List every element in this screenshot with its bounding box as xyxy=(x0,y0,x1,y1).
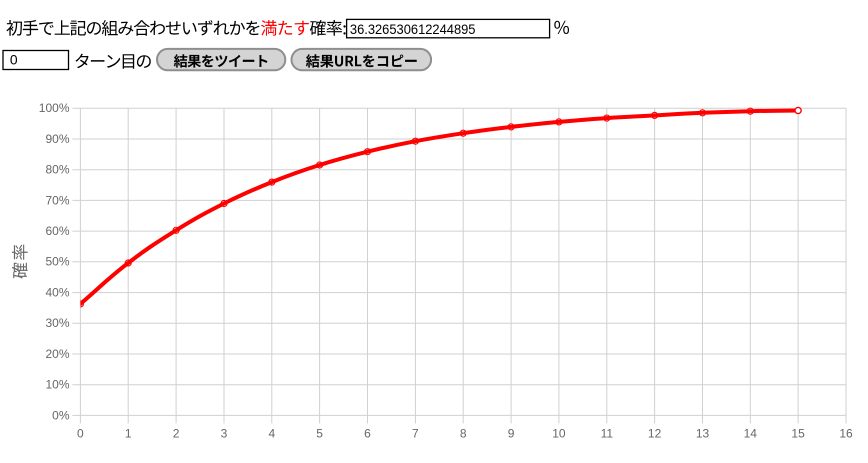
svg-text:50%: 50% xyxy=(45,255,69,269)
svg-text:2: 2 xyxy=(173,427,180,441)
svg-text:5: 5 xyxy=(316,427,323,441)
svg-text:70%: 70% xyxy=(45,193,69,207)
svg-text:10%: 10% xyxy=(45,378,69,392)
svg-text:6: 6 xyxy=(364,427,371,441)
svg-text:0: 0 xyxy=(77,427,84,441)
svg-text:60%: 60% xyxy=(45,224,69,238)
svg-text:9: 9 xyxy=(508,427,515,441)
svg-text:11: 11 xyxy=(601,427,614,441)
svg-text:90%: 90% xyxy=(45,132,69,146)
svg-text:40%: 40% xyxy=(45,286,69,300)
svg-text:3: 3 xyxy=(221,427,228,441)
svg-text:13: 13 xyxy=(696,427,710,441)
svg-text:10: 10 xyxy=(552,427,566,441)
svg-text:14: 14 xyxy=(744,427,758,441)
svg-text:0: 0 xyxy=(10,52,18,68)
svg-text:15: 15 xyxy=(791,427,805,441)
svg-text:30%: 30% xyxy=(45,316,69,330)
svg-text:20%: 20% xyxy=(45,347,69,361)
svg-text:7: 7 xyxy=(412,427,419,441)
svg-text:16: 16 xyxy=(839,427,853,441)
svg-text:8: 8 xyxy=(460,427,467,441)
svg-text:4: 4 xyxy=(268,427,275,441)
svg-text:1: 1 xyxy=(125,427,132,441)
svg-text:100%: 100% xyxy=(39,101,70,115)
svg-text:0%: 0% xyxy=(52,408,70,422)
svg-text:36.326530612244895: 36.326530612244895 xyxy=(350,21,476,37)
svg-text:80%: 80% xyxy=(45,163,69,177)
svg-text:12: 12 xyxy=(648,427,662,441)
